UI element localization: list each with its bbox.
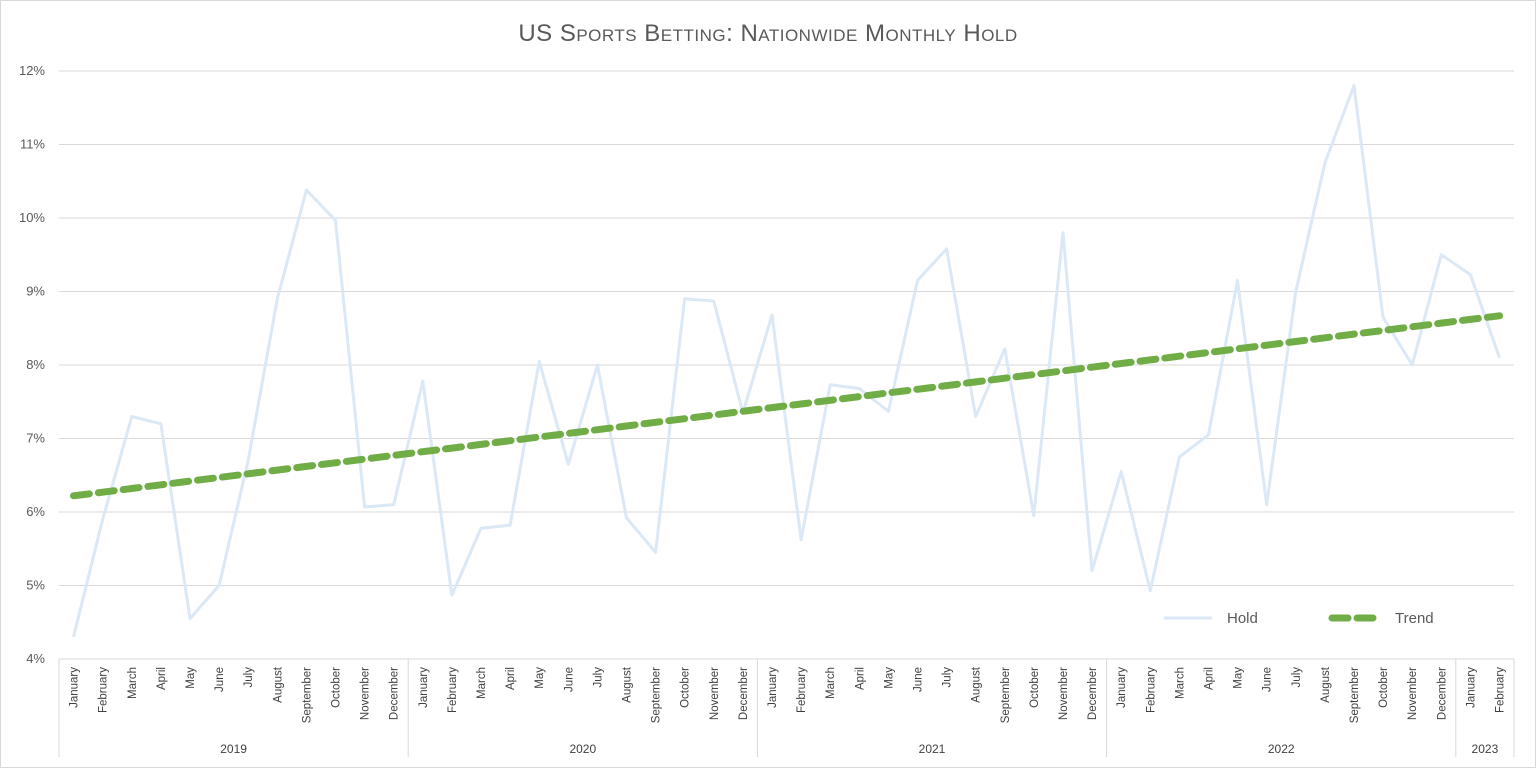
x-tick-label: January — [418, 667, 430, 708]
series-line-trend — [70, 312, 1503, 500]
x-tick-label: November — [360, 667, 372, 720]
x-tick-label: January — [69, 667, 81, 708]
x-tick-label: May — [185, 667, 197, 689]
x-tick-label: June — [214, 667, 226, 692]
x-tick-label: January — [1465, 667, 1477, 708]
year-label: 2020 — [569, 742, 596, 756]
year-label: 2022 — [1268, 742, 1295, 756]
year-label: 2021 — [919, 742, 946, 756]
x-tick-label: November — [1407, 667, 1419, 720]
x-tick-label: October — [680, 667, 692, 708]
x-tick-label: December — [1087, 667, 1099, 720]
x-tick-label: February — [796, 667, 808, 713]
x-tick-label: July — [592, 667, 604, 688]
y-tick-label: 4% — [26, 651, 45, 666]
y-tick-label: 10% — [19, 210, 45, 225]
x-tick-label: March — [825, 667, 837, 699]
x-tick-label: February — [98, 667, 110, 713]
year-label: 2019 — [220, 742, 247, 756]
x-tick-label: February — [447, 667, 459, 713]
x-tick-label: August — [621, 666, 633, 703]
chart-title: US Sports Betting: Nationwide Monthly Ho… — [518, 20, 1018, 47]
x-tick-label: January — [1116, 667, 1128, 708]
x-tick-label: August — [971, 666, 983, 703]
x-tick-label: September — [1000, 667, 1012, 723]
x-tick-label: April — [505, 667, 517, 690]
series-lines — [70, 84, 1503, 638]
y-tick-label: 11% — [20, 137, 45, 152]
year-label: 2023 — [1472, 742, 1499, 756]
legend-label: Hold — [1227, 610, 1258, 627]
x-tick-label: August — [272, 666, 284, 703]
x-tick-label: March — [1174, 667, 1186, 699]
legend-label: Trend — [1395, 610, 1434, 627]
y-tick-label: 8% — [26, 357, 45, 372]
x-tick-label: April — [1203, 667, 1215, 690]
x-tick-label: July — [243, 667, 255, 688]
x-tick-label: October — [1029, 667, 1041, 708]
x-tick-label: February — [1494, 667, 1506, 713]
x-tick-label: April — [854, 667, 866, 690]
x-tick-label: May — [534, 667, 546, 689]
x-axis: 2019 January February March April May June July… — [58, 659, 1515, 757]
x-tick-label: December — [389, 667, 401, 720]
x-tick-label: June — [912, 667, 924, 692]
x-tick-label: October — [1378, 667, 1390, 708]
y-tick-label: 9% — [26, 284, 45, 299]
x-tick-label: November — [709, 667, 721, 720]
x-tick-label: November — [1058, 667, 1070, 720]
x-tick-label: March — [476, 667, 488, 699]
x-tick-label: June — [1262, 667, 1274, 692]
x-tick-label: April — [156, 667, 168, 690]
x-tick-label: October — [330, 667, 342, 708]
y-tick-label: 5% — [26, 578, 45, 593]
y-tick-label: 12% — [19, 63, 45, 78]
x-tick-label: January — [767, 667, 779, 708]
x-tick-label: June — [563, 667, 575, 692]
x-tick-label: February — [1145, 667, 1157, 713]
legend: Hold Trend — [1164, 610, 1434, 627]
x-tick-label: July — [942, 667, 954, 688]
x-tick-label: May — [1233, 667, 1245, 689]
x-tick-label: July — [1291, 667, 1303, 688]
x-tick-label: December — [738, 667, 750, 720]
x-tick-label: September — [301, 667, 313, 723]
x-tick-label: August — [1320, 666, 1332, 703]
x-tick-label: December — [1436, 667, 1448, 720]
x-tick-label: September — [651, 667, 663, 723]
y-tick-label: 6% — [26, 504, 45, 519]
x-tick-label: March — [127, 667, 139, 699]
x-tick-label: September — [1349, 667, 1361, 723]
gridlines: 4% 5% 6% 7% 8% 9% 10% 11% 12% — [19, 63, 1514, 666]
y-tick-label: 7% — [26, 431, 45, 446]
series-line-hold — [72, 84, 1501, 638]
x-tick-label: May — [883, 667, 895, 689]
